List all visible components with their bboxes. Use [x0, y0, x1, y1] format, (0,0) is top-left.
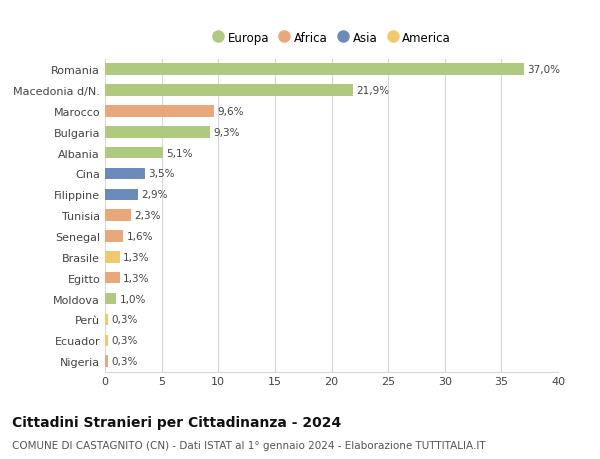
- Text: 9,3%: 9,3%: [214, 128, 240, 138]
- Bar: [105, 231, 123, 242]
- Text: 1,0%: 1,0%: [120, 294, 146, 304]
- Legend: Europa, Africa, Asia, America: Europa, Africa, Asia, America: [209, 28, 454, 48]
- Bar: [105, 314, 109, 325]
- Text: 0,3%: 0,3%: [112, 315, 138, 325]
- Bar: [105, 148, 163, 159]
- Text: 37,0%: 37,0%: [527, 65, 560, 75]
- Bar: [105, 273, 120, 284]
- Bar: [105, 252, 120, 263]
- Text: COMUNE DI CASTAGNITO (CN) - Dati ISTAT al 1° gennaio 2024 - Elaborazione TUTTITA: COMUNE DI CASTAGNITO (CN) - Dati ISTAT a…: [12, 440, 485, 450]
- Text: 21,9%: 21,9%: [356, 86, 389, 96]
- Bar: [105, 64, 524, 76]
- Text: Cittadini Stranieri per Cittadinanza - 2024: Cittadini Stranieri per Cittadinanza - 2…: [12, 415, 341, 429]
- Text: 2,9%: 2,9%: [141, 190, 168, 200]
- Bar: [105, 293, 116, 305]
- Text: 0,3%: 0,3%: [112, 336, 138, 346]
- Bar: [105, 127, 211, 138]
- Bar: [105, 85, 353, 96]
- Text: 9,6%: 9,6%: [217, 106, 244, 117]
- Text: 1,3%: 1,3%: [123, 273, 149, 283]
- Text: 3,5%: 3,5%: [148, 169, 175, 179]
- Text: 5,1%: 5,1%: [166, 148, 193, 158]
- Bar: [105, 168, 145, 180]
- Text: 1,6%: 1,6%: [127, 231, 153, 241]
- Bar: [105, 189, 138, 201]
- Bar: [105, 335, 109, 346]
- Text: 1,3%: 1,3%: [123, 252, 149, 263]
- Text: 2,3%: 2,3%: [134, 211, 161, 221]
- Bar: [105, 106, 214, 118]
- Text: 0,3%: 0,3%: [112, 356, 138, 366]
- Bar: [105, 210, 131, 221]
- Bar: [105, 356, 109, 367]
